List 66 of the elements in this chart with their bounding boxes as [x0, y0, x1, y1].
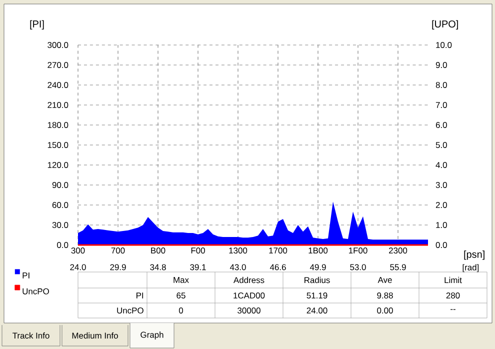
y2-tick-label: 2.0	[436, 202, 447, 208]
text: 0.00	[377, 308, 393, 314]
text: 24.0	[70, 264, 86, 270]
text: 280	[446, 292, 460, 298]
x-tick-label: F00	[191, 248, 205, 254]
y2-tick-label: 6.0	[436, 122, 447, 128]
legend-label: UncPO	[22, 288, 49, 294]
y2-tick-label: 0.0	[436, 242, 447, 248]
text: 24.00	[306, 308, 328, 314]
y-tick-label: 270.0	[48, 62, 68, 68]
y-tick-label: 300.0	[48, 42, 68, 48]
x-tick-label: 2300	[389, 248, 408, 254]
y2-tick-label: 3.0	[436, 182, 447, 188]
x-tick-label: 1300	[229, 248, 248, 254]
y-tick-label: 90.0	[52, 182, 68, 188]
text: Ave	[378, 277, 392, 283]
y-tick-label: 60.0	[52, 202, 68, 208]
text: Limit	[444, 276, 462, 284]
y2-tick-label: 8.0	[436, 82, 447, 88]
x-tick-label: 1B00	[308, 248, 328, 254]
text: 34.8	[150, 264, 166, 270]
y-tick-label: 0.0	[57, 242, 68, 248]
text: 46.6	[270, 264, 286, 270]
x-tick-label: B00	[151, 248, 166, 254]
text: 29.9	[110, 264, 126, 270]
x-tick-label: 700	[111, 248, 125, 254]
text: 49.9	[310, 264, 326, 270]
y2-tick-label: 10.0	[436, 42, 452, 48]
text: Track Info	[12, 332, 50, 339]
y-axis-title: [PI]	[30, 20, 44, 30]
y-tick-label: 240.0	[48, 82, 68, 88]
text: 0	[178, 308, 184, 314]
x-tick-label: 1F00	[348, 248, 368, 254]
y2-tick-label: 9.0	[436, 62, 447, 68]
y-tick-label: 180.0	[48, 122, 68, 128]
x-axis-title: [psn]	[464, 250, 484, 260]
x-tick-label: 1700	[269, 248, 288, 254]
text: Address	[233, 276, 264, 284]
y2-tick-label: 5.0	[436, 142, 447, 148]
y2-tick-label: 4.0	[436, 162, 447, 168]
y2-tick-label: 7.0	[436, 102, 447, 108]
text: 9.88	[377, 292, 393, 298]
y2-tick-label: 1.0	[436, 222, 447, 228]
text: PI	[136, 292, 144, 298]
text: Max	[174, 277, 189, 283]
y-tick-label: 30.0	[52, 222, 68, 228]
x-tick-label: 300	[71, 248, 85, 254]
text: --	[450, 309, 456, 310]
text: 43.0	[230, 264, 246, 270]
text: 51.19	[306, 292, 328, 298]
y-tick-label: 120.0	[48, 162, 68, 168]
text: Medium Info	[72, 332, 118, 339]
text: [rad]	[462, 264, 479, 272]
y2-axis-title: [UPO]	[432, 20, 458, 30]
y-tick-label: 210.0	[48, 102, 68, 108]
text: Graph	[140, 332, 164, 340]
text: 65	[176, 292, 186, 298]
text: UncPO	[117, 308, 144, 314]
text: 55.9	[390, 264, 406, 270]
text: 53.0	[350, 264, 366, 270]
y-tick-label: 150.0	[48, 142, 68, 148]
text: 30000	[238, 308, 260, 314]
legend-label: PI	[22, 272, 30, 278]
text: 39.1	[190, 264, 206, 270]
text: Radius	[304, 276, 330, 284]
text: 1CAD00	[234, 292, 265, 298]
